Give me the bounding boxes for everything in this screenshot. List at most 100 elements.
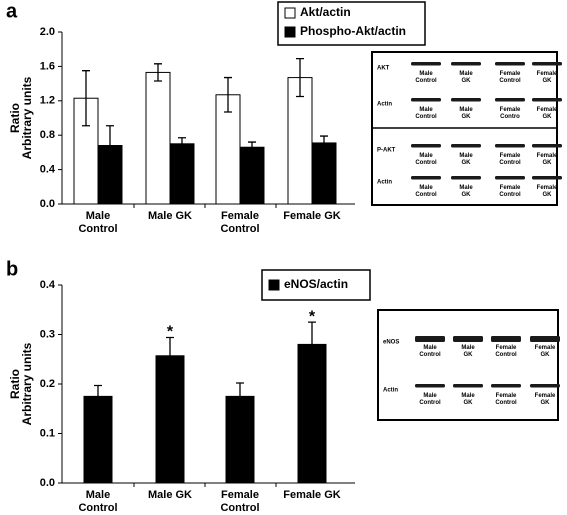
blot-lane-label: Female GK [535,393,556,406]
bar [155,355,185,484]
y-tick-label: 0.0 [40,198,55,210]
blot-lane-label: Male GK [459,71,473,84]
annotation: * [167,324,174,341]
blot-row-label: Actin [377,102,392,108]
x-tick-label: Male GK [148,489,192,501]
blot-lane-label: Female Control [495,393,517,406]
error-bar [106,125,114,166]
blot-band [451,98,481,102]
x-tick-label: Female Control [220,489,259,514]
blot-row-label: P-AKT [377,148,396,154]
blot-lane-label: Female Control [499,153,521,166]
blot-band [491,336,521,342]
error-bar [224,76,232,113]
x-tick-label: Female Control [220,210,259,235]
y-tick-label: 1.2 [40,95,55,107]
bar [169,143,195,205]
bar [239,146,265,205]
blot-band [532,62,562,66]
y-tick-label: 0.0 [40,477,55,489]
y-axis-label: RatioArbitrary units [8,342,34,425]
error-bar [236,382,244,411]
legend-box [277,1,426,46]
blot-lane-label: Female GK [537,185,558,198]
blot-band [495,98,525,102]
bar [83,395,113,484]
error-bar [166,336,174,375]
blot-band [530,384,560,388]
blot-band [532,176,562,180]
blot-band [451,176,481,180]
blot-row-label: Actin [383,388,398,394]
error-bar [82,70,90,127]
error-bar [320,135,328,151]
bar [287,77,313,205]
blot-lane-label: Male GK [459,153,473,166]
blot-band [495,144,525,148]
blot-lane-label: Female Control [499,185,521,198]
blot-row-label: eNOS [383,340,399,346]
blot-band [532,98,562,102]
y-tick-label: 0.2 [40,378,55,390]
bar [311,142,337,205]
legend-box [261,269,371,301]
x-tick-label: Female GK [283,210,341,222]
y-tick-label: 1.6 [40,60,55,72]
blot-band [453,384,483,388]
y-tick-label: 2.0 [40,26,55,38]
blot-band [411,144,441,148]
legend-swatch [284,26,296,38]
blot-lane-label: Female GK [537,71,558,84]
blot-row-label: AKT [377,66,390,72]
error-bar [94,384,102,408]
blot-lane-label: Male Control [419,393,441,406]
blot-lane-label: Male Control [415,71,437,84]
y-tick-label: 0.4 [40,164,56,176]
y-tick-label: 0.3 [40,328,55,340]
x-tick-label: Male Control [78,210,117,235]
blot-band [415,336,445,342]
error-bar [154,63,162,82]
blot-band [451,62,481,66]
blot-lane-label: Male GK [459,185,473,198]
blot-band [530,336,560,342]
blot-band [411,176,441,180]
error-bar [296,58,304,98]
blot-frame [377,309,559,421]
blot-row-label: Actin [377,180,392,186]
blot-lane-label: Male GK [461,393,475,406]
blot-lane-label: Female Contro [500,107,521,120]
blot-lane-label: Male Control [419,345,441,358]
blot-lane-label: Female GK [537,153,558,166]
x-tick-label: Male GK [148,210,192,222]
blot-lane-label: Male Control [415,107,437,120]
bar [225,395,255,484]
blot-band [411,62,441,66]
blot-lane-label: Male Control [415,153,437,166]
error-bar [248,141,256,154]
blot-band [453,336,483,342]
blot-lane-label: Female GK [535,345,556,358]
x-tick-label: Female GK [283,489,341,501]
annotation: * [309,308,316,325]
blot-lane-label: Female Control [495,345,517,358]
error-bar [308,321,316,368]
legend-label: eNOS/actin [284,277,348,291]
blot-band [411,98,441,102]
y-tick-label: 0.4 [40,279,56,291]
blot-band [451,144,481,148]
blot-band [495,176,525,180]
error-bar [178,137,186,151]
blot-lane-label: Male GK [459,107,473,120]
blot-band [495,62,525,66]
legend-label: Akt/actin [300,5,351,19]
bar [297,343,327,484]
legend-swatch [268,279,280,291]
y-axis-label: RatioArbitrary units [8,76,34,159]
panel-label: b [6,258,18,280]
blot-band [415,384,445,388]
blot-band [491,384,521,388]
blot-lane-label: Female Control [499,71,521,84]
bar [145,71,171,205]
